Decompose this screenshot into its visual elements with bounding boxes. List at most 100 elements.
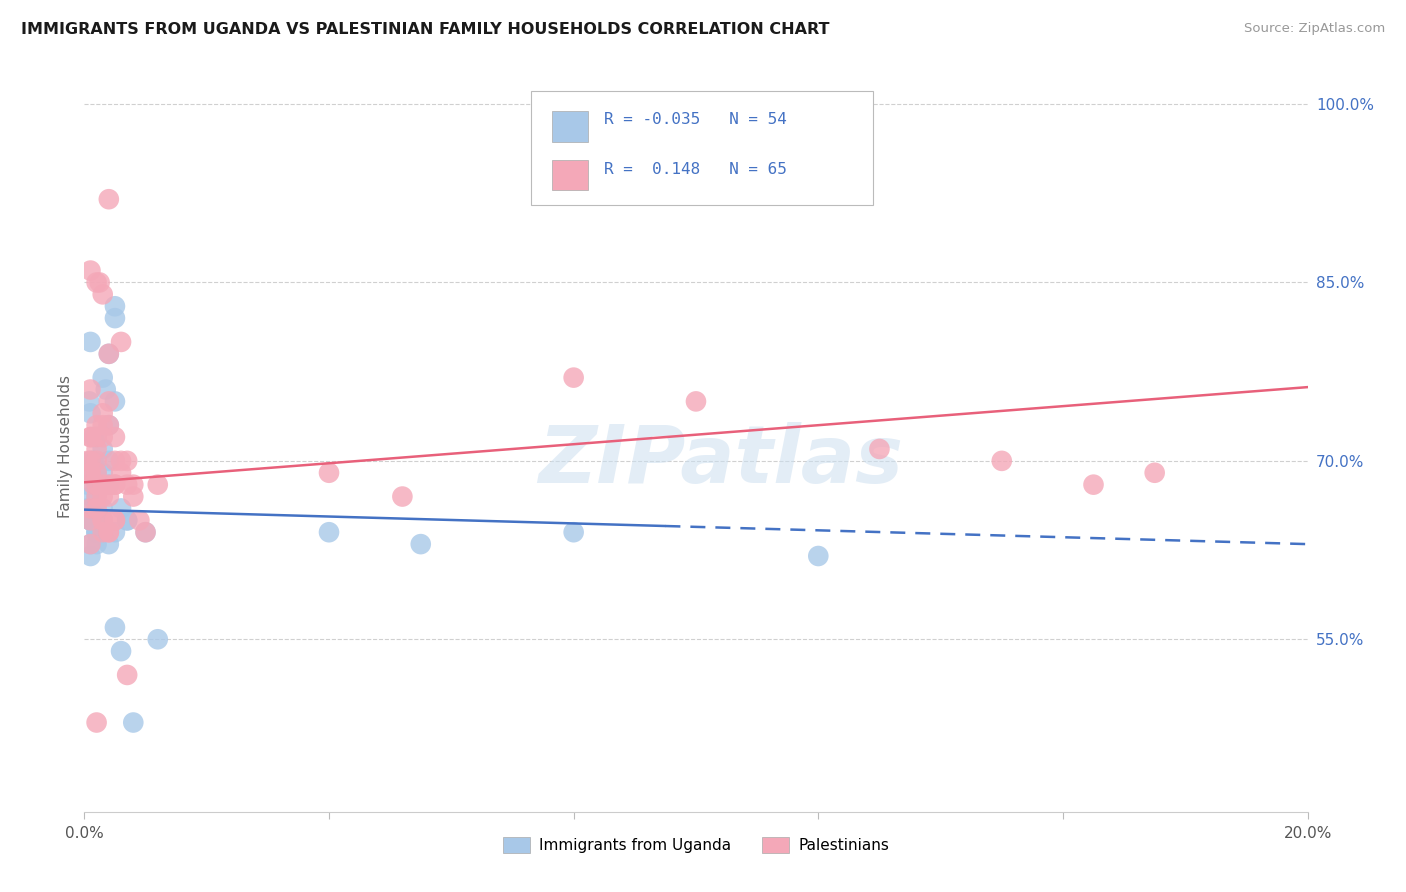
Point	[79, 454, 101, 468]
Point	[94, 383, 117, 397]
Point	[110, 454, 132, 468]
Point	[86, 537, 108, 551]
Point	[86, 490, 108, 504]
Point	[79, 430, 101, 444]
Point	[115, 513, 138, 527]
Bar	[551, 111, 588, 142]
Point	[115, 477, 138, 491]
Point	[89, 276, 111, 290]
Point	[79, 466, 101, 480]
Point	[86, 466, 108, 480]
Point	[86, 525, 108, 540]
Point	[79, 513, 101, 527]
Point	[97, 490, 120, 504]
Text: IMMIGRANTS FROM UGANDA VS PALESTINIAN FAMILY HOUSEHOLDS CORRELATION CHART: IMMIGRANTS FROM UGANDA VS PALESTINIAN FA…	[21, 22, 830, 37]
Point	[97, 477, 120, 491]
Point	[86, 430, 108, 444]
Point	[104, 394, 127, 409]
Point	[104, 477, 127, 491]
Point	[79, 454, 101, 468]
Point	[79, 513, 101, 527]
Point	[86, 276, 108, 290]
Point	[91, 513, 114, 527]
Point	[86, 477, 108, 491]
Point	[104, 299, 127, 313]
Point	[110, 334, 132, 349]
Point	[79, 501, 101, 516]
Point	[318, 466, 340, 480]
Point	[86, 501, 108, 516]
Point	[79, 466, 101, 480]
Point	[409, 537, 432, 551]
Point	[91, 287, 114, 301]
Point	[110, 501, 132, 516]
Point	[146, 477, 169, 491]
Point	[110, 644, 132, 658]
Point	[135, 525, 157, 540]
Point	[76, 477, 98, 491]
Point	[86, 466, 108, 480]
FancyBboxPatch shape	[531, 91, 873, 204]
Point	[122, 715, 145, 730]
Point	[91, 490, 114, 504]
Point	[91, 418, 114, 433]
Point	[146, 632, 169, 647]
Point	[86, 442, 108, 456]
Y-axis label: Family Households: Family Households	[58, 375, 73, 517]
Point	[318, 525, 340, 540]
Point	[115, 454, 138, 468]
Point	[86, 715, 108, 730]
Point	[97, 192, 120, 206]
Point	[91, 466, 114, 480]
Point	[104, 513, 127, 527]
Point	[91, 477, 114, 491]
Point	[79, 430, 101, 444]
Point	[104, 525, 127, 540]
Point	[97, 454, 120, 468]
Point	[104, 311, 127, 326]
Point	[86, 477, 108, 491]
Point	[79, 406, 101, 420]
Point	[104, 430, 127, 444]
Point	[97, 537, 120, 551]
Point	[97, 418, 120, 433]
Point	[97, 418, 120, 433]
Point	[128, 513, 150, 527]
Point	[86, 418, 108, 433]
Point	[79, 513, 101, 527]
Point	[83, 477, 105, 491]
Point	[79, 466, 101, 480]
Point	[91, 406, 114, 420]
Point	[91, 525, 114, 540]
Point	[86, 525, 108, 540]
Point	[110, 466, 132, 480]
Bar	[551, 160, 588, 190]
Point	[1143, 466, 1166, 480]
Point	[97, 394, 120, 409]
Point	[91, 442, 114, 456]
Point	[91, 513, 114, 527]
Point	[104, 454, 127, 468]
Point	[122, 477, 145, 491]
Point	[135, 525, 157, 540]
Point	[91, 513, 114, 527]
Point	[91, 430, 114, 444]
Point	[97, 525, 120, 540]
Point	[79, 549, 101, 563]
Point	[122, 490, 145, 504]
Point	[91, 370, 114, 384]
Point	[807, 549, 830, 563]
Point	[86, 501, 108, 516]
Point	[91, 501, 114, 516]
Point	[562, 370, 585, 384]
Point	[76, 501, 98, 516]
Point	[97, 347, 120, 361]
Point	[115, 513, 138, 527]
Point	[97, 525, 120, 540]
Point	[77, 394, 100, 409]
Point	[91, 513, 114, 527]
Point	[869, 442, 891, 456]
Point	[391, 490, 413, 504]
Point	[104, 620, 127, 634]
Point	[83, 454, 105, 468]
